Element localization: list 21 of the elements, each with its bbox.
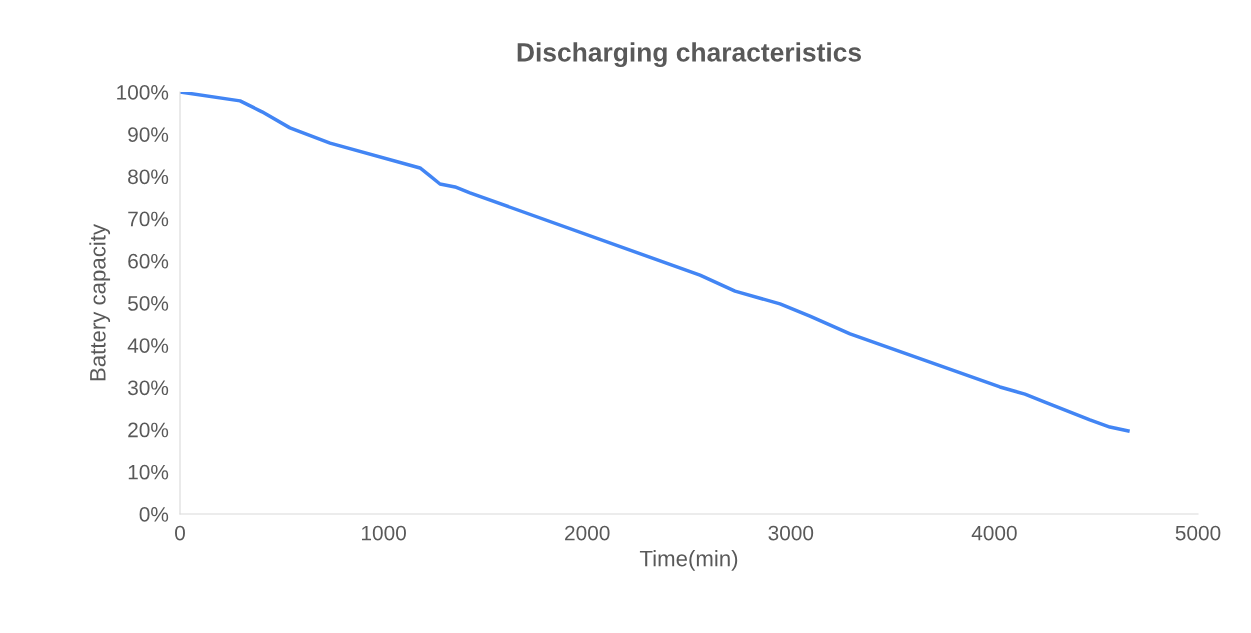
y-tick-label: 20%: [128, 422, 169, 438]
y-tick-label: 40%: [127, 338, 169, 353]
x-tick-label: 2000: [565, 525, 610, 541]
x-tick-label: 1000: [362, 525, 406, 541]
y-tick-label: 70%: [128, 211, 169, 227]
y-tick-label: 10%: [128, 464, 169, 480]
x-tick-label: 4000: [971, 525, 1017, 541]
y-tick-label: 100%: [117, 85, 169, 100]
x-axis-title: Time(min): [639, 550, 738, 571]
y-tick-label: 0%: [139, 507, 169, 522]
y-tick-label: 90%: [128, 127, 169, 142]
chart-title: Discharging characteristics: [517, 42, 861, 68]
y-tick-label: 30%: [127, 380, 169, 396]
y-axis-title: Battery capacity: [89, 223, 111, 381]
x-tick-label: 3000: [768, 525, 814, 541]
x-tick-label: 0: [175, 525, 185, 541]
line-series: [180, 92, 1130, 433]
y-tick-label: 60%: [128, 253, 169, 269]
y-tick-label: 50%: [128, 296, 169, 311]
y-tick-label: 80%: [128, 169, 169, 185]
x-tick-label: 5000: [1175, 525, 1221, 541]
